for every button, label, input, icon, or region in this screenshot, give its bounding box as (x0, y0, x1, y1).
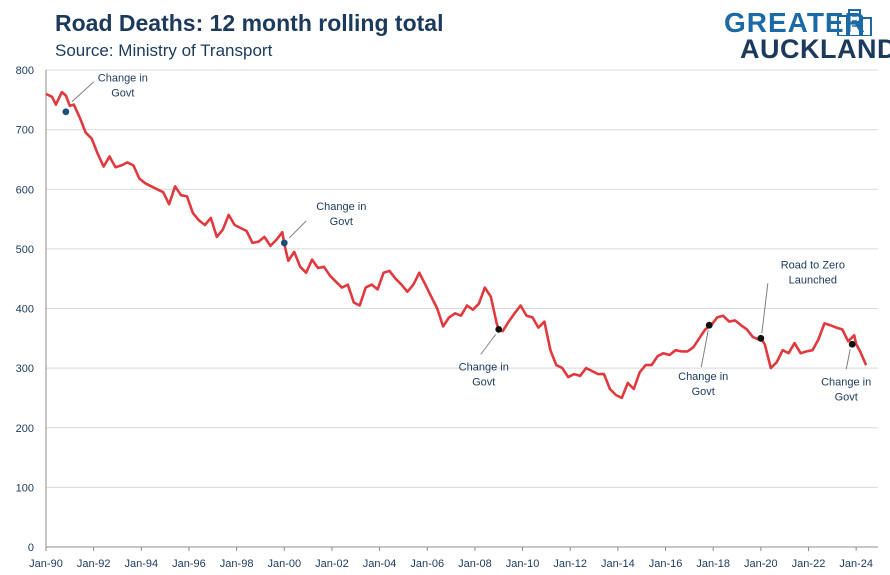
logo-text-auckland: AUCKLAND (740, 34, 890, 64)
x-tick-label: Jan-90 (29, 558, 63, 570)
annotation-marker (848, 340, 856, 348)
annotation-leader (761, 283, 769, 334)
y-tick-label: 200 (16, 423, 34, 435)
annotation-leader (288, 220, 307, 239)
annotation-label: Change in (459, 361, 509, 373)
y-tick-label: 500 (16, 244, 34, 256)
annotation-label: Launched (789, 274, 837, 286)
annotation-marker (495, 325, 503, 333)
x-tick-label: Jan-10 (506, 558, 540, 570)
building-icon (837, 9, 872, 36)
annotation-leader (700, 330, 709, 368)
annotation-label: Govt (472, 376, 495, 388)
x-tick-label: Jan-06 (410, 558, 444, 570)
x-tick-label: Jan-08 (458, 558, 492, 570)
x-tick-label: Jan-94 (124, 558, 158, 570)
annotation-label: Change in (316, 201, 366, 213)
logo-text-greater: GREATER (724, 7, 866, 38)
y-tick-label: 700 (16, 125, 34, 137)
annotation-label: Govt (692, 386, 715, 398)
x-tick-label: Jan-02 (315, 558, 349, 570)
annotation-leader (71, 81, 95, 103)
x-tick-label: Jan-92 (77, 558, 111, 570)
annotation-label: Govt (835, 391, 858, 403)
annotation-label: Change in (98, 73, 148, 85)
annotation-leader (845, 349, 851, 370)
x-tick-label: Jan-00 (267, 558, 301, 570)
x-tick-label: Jan-24 (839, 558, 873, 570)
x-tick-label: Jan-20 (744, 558, 778, 570)
y-tick-label: 400 (16, 304, 34, 316)
y-tick-label: 0 (28, 542, 34, 554)
chart-title: Road Deaths: 12 month rolling total (55, 10, 444, 36)
annotation-label: Govt (330, 216, 353, 228)
y-tick-label: 600 (16, 184, 34, 196)
annotation-label: Road to Zero (781, 259, 845, 271)
annotation-marker (757, 334, 765, 342)
annotation-marker (705, 321, 713, 329)
annotation-marker (62, 108, 70, 116)
annotation-label: Govt (111, 88, 134, 100)
x-tick-label: Jan-98 (220, 558, 254, 570)
x-tick-label: Jan-12 (553, 558, 587, 570)
y-tick-label: 100 (16, 482, 34, 494)
x-tick-label: Jan-16 (649, 558, 683, 570)
chart-subtitle: Source: Ministry of Transport (55, 41, 273, 60)
annotation-label: Change in (821, 376, 871, 388)
y-tick-label: 800 (16, 65, 34, 77)
x-tick-label: Jan-18 (696, 558, 730, 570)
y-tick-label: 300 (16, 363, 34, 375)
annotation-marker (280, 239, 288, 247)
x-tick-label: Jan-04 (363, 558, 397, 570)
x-tick-label: Jan-14 (601, 558, 635, 570)
annotation-leader (480, 334, 497, 355)
x-tick-label: Jan-96 (172, 558, 206, 570)
annotation-label: Change in (678, 371, 728, 383)
x-tick-label: Jan-22 (792, 558, 826, 570)
series-line (45, 90, 868, 400)
greater-auckland-logo[interactable]: GREATER AUCKLAND (724, 7, 890, 65)
